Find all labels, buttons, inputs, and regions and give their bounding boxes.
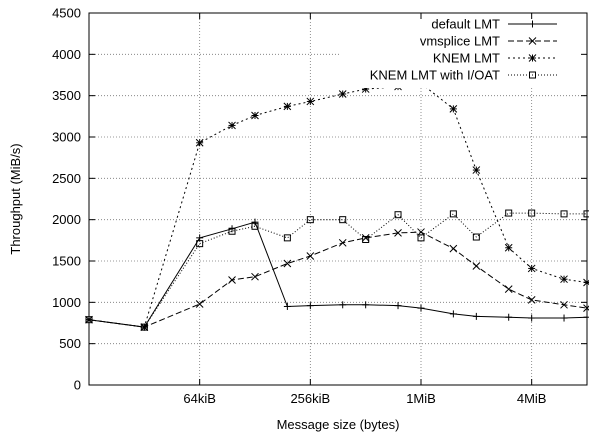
legend-marker xyxy=(529,20,536,28)
y-tick-label: 1500 xyxy=(52,254,81,269)
data-point xyxy=(394,229,402,237)
data-point xyxy=(449,105,458,113)
data-point xyxy=(394,211,402,219)
x-tick-label: 64kiB xyxy=(183,391,216,406)
series-vmsplice-lmt xyxy=(85,228,589,331)
legend-label: vmsplice LMT xyxy=(420,34,500,49)
data-point xyxy=(283,259,292,268)
legend-label: KNEM LMT xyxy=(433,51,500,66)
data-point xyxy=(449,244,458,253)
y-tick-label: 3500 xyxy=(52,88,81,103)
data-point xyxy=(306,302,314,310)
data-point xyxy=(251,111,259,120)
data-point xyxy=(251,272,259,281)
y-tick-label: 4500 xyxy=(52,6,81,21)
data-point xyxy=(583,278,589,287)
data-point xyxy=(338,90,347,98)
plot-frame xyxy=(88,12,588,386)
data-point xyxy=(505,209,513,217)
data-point xyxy=(560,275,568,284)
series-layer xyxy=(85,79,589,331)
legend-marker xyxy=(529,71,536,79)
data-point xyxy=(417,304,425,312)
data-point xyxy=(449,210,457,218)
legend-label: KNEM LMT with I/OAT xyxy=(370,68,500,83)
y-tick-label: 2500 xyxy=(52,171,81,186)
legend-label: default LMT xyxy=(431,17,500,32)
legend-entry: vmsplice LMT xyxy=(420,34,557,49)
data-point xyxy=(251,218,259,226)
legend: default LMT vmsplice LMT KNEM LMT KNEM LMT … xyxy=(370,17,557,83)
series-knem-lmt xyxy=(85,79,589,331)
y-tick-label: 1000 xyxy=(52,295,81,310)
data-point xyxy=(449,310,457,318)
data-point xyxy=(228,276,236,284)
x-tick-label: 4MiB xyxy=(517,391,547,406)
data-point xyxy=(339,301,347,309)
grid-lines xyxy=(89,13,587,385)
data-point xyxy=(283,102,292,111)
data-point xyxy=(306,216,314,224)
data-point xyxy=(505,313,513,321)
data-point xyxy=(283,234,291,242)
series-line xyxy=(88,212,587,328)
y-tick-label: 0 xyxy=(74,378,81,393)
data-point xyxy=(472,233,480,241)
data-point xyxy=(560,314,568,322)
y-axis-label: Throughput (MiB/s) xyxy=(8,143,23,254)
series-default-lmt xyxy=(85,218,589,331)
data-point xyxy=(339,216,347,224)
data-point xyxy=(140,323,149,331)
x-tick-label: 256kiB xyxy=(290,391,330,406)
x-axis-ticks: 64kiB 256kiB 1MiB 4MiB xyxy=(183,13,546,406)
data-point xyxy=(362,301,370,309)
data-point xyxy=(394,302,402,310)
y-tick-label: 3000 xyxy=(52,130,81,145)
legend-background xyxy=(339,14,586,88)
data-point xyxy=(306,252,315,260)
legend-entry: default LMT xyxy=(431,17,557,32)
data-point xyxy=(472,312,480,320)
legend-entry: KNEM LMT with I/OAT xyxy=(370,68,557,83)
data-point xyxy=(504,285,513,293)
data-point xyxy=(338,238,347,247)
y-tick-label: 500 xyxy=(59,336,81,351)
data-point xyxy=(140,323,148,331)
series-line xyxy=(88,82,588,328)
data-point xyxy=(504,243,513,252)
y-axis-ticks: 0 500 1000 1500 2000 2500 3000 3500 4000 4500 xyxy=(52,6,587,393)
x-tick-label: 1MiB xyxy=(406,391,436,406)
legend-entry: KNEM LMT xyxy=(433,51,557,66)
data-point xyxy=(362,236,370,244)
legend-marker xyxy=(528,54,537,62)
data-point xyxy=(195,138,204,147)
data-point xyxy=(228,227,236,235)
data-point xyxy=(560,210,568,218)
data-point xyxy=(560,300,568,309)
data-point xyxy=(528,209,536,217)
series-line xyxy=(88,221,588,328)
data-point xyxy=(195,300,204,308)
y-tick-label: 2000 xyxy=(52,212,81,227)
data-point xyxy=(583,313,589,321)
legend-marker xyxy=(528,37,537,45)
data-point xyxy=(417,234,425,242)
data-point xyxy=(228,225,236,233)
series-line xyxy=(88,231,588,328)
data-point xyxy=(472,166,481,174)
data-point xyxy=(251,222,259,230)
data-point xyxy=(306,97,315,106)
data-point xyxy=(361,233,370,242)
data-point xyxy=(196,240,204,248)
x-axis-label: Message size (bytes) xyxy=(277,417,400,432)
y-tick-label: 4000 xyxy=(52,47,81,62)
data-point xyxy=(527,295,536,304)
data-point xyxy=(283,302,291,310)
data-point xyxy=(228,121,236,130)
data-point xyxy=(527,264,536,273)
data-point xyxy=(528,314,536,322)
data-point xyxy=(472,262,481,270)
